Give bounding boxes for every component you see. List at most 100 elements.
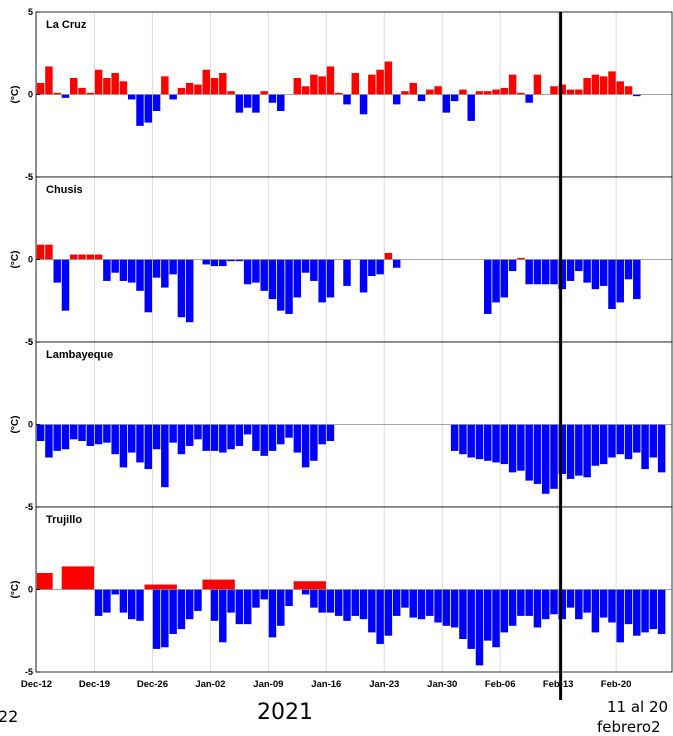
bar: [434, 86, 442, 95]
bar: [492, 89, 500, 95]
bar: [53, 424, 61, 451]
bar: [401, 589, 409, 608]
panel-title: La Cruz: [46, 19, 87, 31]
bar: [243, 94, 252, 108]
bar: [475, 91, 484, 95]
bar: [70, 254, 78, 260]
bar: [152, 94, 161, 111]
y-tick-label: 5: [28, 172, 33, 182]
y-axis-label: (°C): [10, 251, 21, 269]
x-tick-label: Dec-26: [137, 679, 168, 690]
bar: [86, 424, 95, 446]
bar: [169, 424, 177, 443]
panels: -5 0 5 (°C) La Cruz -5 0 5 (°C) Chusis -5 0 5 (°C) Lam…: [10, 7, 673, 677]
bar: [384, 252, 393, 260]
bar: [484, 91, 492, 95]
bar: [103, 259, 111, 281]
bar: [343, 259, 351, 286]
bar: [119, 259, 128, 281]
bar: [202, 579, 235, 590]
bar: [194, 84, 202, 95]
panel-title: Lambayeque: [46, 349, 113, 361]
bar: [409, 82, 417, 95]
bar: [566, 589, 575, 608]
bar: [210, 78, 219, 95]
bar: [326, 66, 335, 95]
bar: [136, 424, 144, 463]
bar: [94, 254, 103, 260]
bar: [144, 94, 153, 123]
bar: [500, 259, 509, 298]
bar: [318, 76, 326, 95]
bar: [260, 259, 268, 291]
bar: [61, 259, 70, 311]
bar: [541, 424, 550, 494]
bar: [127, 589, 136, 620]
y-tick-label: -5: [25, 667, 33, 677]
bar: [219, 259, 227, 267]
bar: [633, 424, 641, 453]
bar: [550, 259, 558, 285]
bar: [301, 259, 310, 273]
bar: [252, 424, 260, 451]
bar: [268, 589, 277, 638]
bar: [243, 424, 252, 435]
y-axis-label: (°C): [10, 416, 21, 434]
y-tick-label: 5: [28, 7, 33, 17]
bar: [94, 589, 103, 616]
bar: [177, 87, 186, 95]
bar: [599, 76, 608, 95]
bar: [541, 589, 550, 620]
bar: [583, 589, 591, 613]
caption-year: 2021: [257, 700, 313, 725]
y-tick-label: -5: [25, 172, 33, 182]
bar: [227, 91, 235, 95]
bar: [219, 589, 227, 643]
bar: [103, 589, 111, 613]
bar: [285, 259, 293, 314]
bar: [293, 424, 302, 453]
panel-title: Trujillo: [46, 514, 82, 526]
bar: [310, 74, 318, 95]
bar: [326, 589, 335, 613]
bar: [467, 589, 475, 649]
bar: [235, 94, 244, 113]
bar: [384, 61, 393, 95]
bar: [285, 589, 293, 606]
bar: [103, 78, 111, 95]
bar: [649, 424, 658, 458]
bar: [351, 589, 360, 616]
bar: [301, 589, 310, 595]
bar: [119, 81, 128, 95]
bar: [45, 424, 53, 458]
bar: [475, 589, 484, 666]
bar: [368, 74, 376, 95]
y-tick-label: 0: [28, 420, 33, 430]
bar: [45, 244, 53, 260]
x-tick-label: Feb-20: [601, 679, 632, 690]
bar: [376, 69, 384, 95]
bar: [359, 259, 368, 293]
bar: [525, 259, 533, 285]
bar: [575, 259, 583, 272]
bar: [426, 89, 434, 95]
bar: [459, 424, 467, 455]
bar: [442, 589, 451, 626]
bar: [318, 589, 326, 613]
bar: [624, 589, 633, 625]
bar: [169, 94, 177, 100]
bar: [484, 589, 492, 641]
x-tick-label: Feb-06: [485, 679, 516, 690]
bar: [616, 81, 624, 95]
bar: [144, 584, 177, 590]
y-axis-label: (°C): [10, 581, 21, 599]
bar: [260, 424, 268, 456]
bar: [334, 589, 343, 616]
panel-2: -5 0 5 (°C) Lambayeque: [10, 337, 673, 512]
bar: [525, 424, 533, 481]
bar: [624, 424, 633, 460]
x-tick-label: Jan-16: [311, 679, 341, 690]
bar: [467, 94, 475, 121]
bar: [127, 424, 136, 453]
bar: [111, 424, 119, 455]
